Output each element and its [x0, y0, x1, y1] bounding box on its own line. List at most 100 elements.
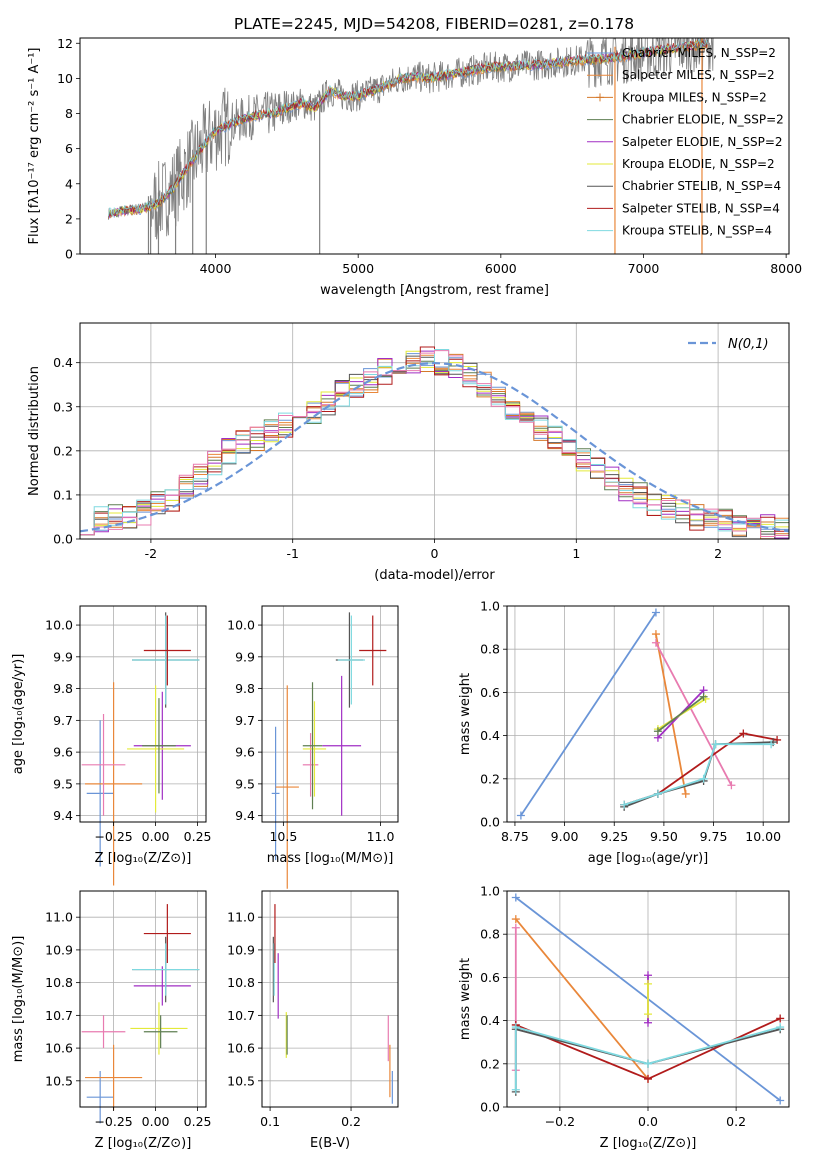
weight-marker [699, 692, 708, 701]
x-axis-label: (data-model)/error [374, 568, 495, 583]
weight-marker [644, 971, 652, 980]
weight-marker [620, 800, 629, 809]
x-tick-label: 1 [572, 546, 580, 561]
y-tick-label: 9.6 [53, 745, 73, 760]
y-tick-label: 9.8 [235, 681, 255, 696]
x-axis-label: Z [log₁₀(Z/Z⊙)] [95, 1136, 192, 1151]
weight-marker [651, 638, 660, 647]
ticks: −0.25 0.00 0.25 9.4 9.5 9.6 9.7 9.8 9.9 10.0 [45, 618, 211, 844]
weight-marker [651, 608, 660, 617]
plot-area [516, 608, 782, 820]
plot-area [272, 904, 393, 1104]
weight-marker [727, 781, 736, 790]
legend-label: Kroupa STELIB, N_SSP=4 [622, 224, 772, 238]
weight-marker [644, 1010, 652, 1019]
x-tick-label: 11.0 [367, 829, 395, 844]
axes-frame [79, 322, 790, 540]
y-tick-label: 9.7 [53, 713, 73, 728]
legend-label: Salpeter MILES, N_SSP=2 [622, 68, 775, 82]
axes-frame [79, 37, 790, 255]
x-tick-label: 8000 [770, 261, 802, 276]
weight-marker [699, 774, 708, 783]
panel-residual_hist: -2 -1 0 1 2 0.0 0.1 0.2 0.3 0.4 (data-model)/error… [27, 322, 790, 583]
x-axis-label: E(B-V) [310, 1136, 350, 1151]
x-tick-label: 10.00 [745, 829, 781, 844]
y-axis-label: mass weight [458, 673, 473, 755]
axes-frame [79, 890, 207, 1108]
y-tick-label: 11.0 [45, 910, 73, 925]
weight-marker [776, 1014, 785, 1023]
y-tick-label: 9.4 [235, 808, 255, 823]
y-tick-label: 0.6 [480, 970, 500, 985]
weight-marker [511, 923, 520, 932]
y-tick-label: 10.8 [227, 975, 255, 990]
x-tick-label: 7000 [628, 261, 660, 276]
x-axis-label: age [log₁₀(age/yr)] [588, 851, 709, 866]
y-tick-label: 0.4 [480, 728, 500, 743]
ticks: −0.2 0.0 0.2 0.0 0.2 0.4 0.6 0.8 1.0 [480, 884, 746, 1130]
y-tick-label: 0.0 [480, 815, 500, 830]
legend-marker [596, 93, 604, 102]
y-tick-label: 10.6 [227, 1041, 255, 1056]
x-tick-label: -2 [145, 546, 157, 561]
y-tick-label: 0 [65, 247, 73, 262]
y-axis-label: Flux [fλ10⁻¹⁷ erg cm⁻² s⁻¹ A⁻¹] [27, 48, 42, 245]
legend: N(0,1) [688, 337, 769, 352]
y-tick-label: 10.8 [45, 975, 73, 990]
y-tick-label: 9.8 [53, 681, 73, 696]
x-axis-label: Z [log₁₀(Z/Z⊙)] [600, 1136, 697, 1151]
x-tick-label: −0.2 [545, 1114, 575, 1129]
y-tick-label: 6 [65, 141, 73, 156]
panel-age_vs_mass: 10.5 11.0 9.4 9.5 9.6 9.7 9.8 9.9 10.0 mass [log₁… [227, 605, 399, 889]
y-tick-label: 0.4 [53, 355, 73, 370]
weight-line-salpeter_miles [515, 918, 649, 1080]
weight-marker [511, 1023, 520, 1032]
weight-marker [511, 915, 520, 924]
weight-marker [653, 727, 662, 736]
y-tick-label: 0.2 [480, 1056, 500, 1071]
plot-area [81, 904, 200, 1124]
weight-line-kroupa_stelib [514, 1025, 781, 1090]
y-tick-label: 0.2 [480, 771, 500, 786]
y-tick-label: 10 [57, 71, 73, 86]
x-tick-label: 9.25 [600, 829, 628, 844]
plot-area [271, 612, 387, 889]
legend-label: Chabrier ELODIE, N_SSP=2 [622, 113, 784, 127]
x-tick-label: −0.25 [94, 829, 132, 844]
ticks: -2 -1 0 1 2 0.0 0.1 0.2 0.3 0.4 [53, 355, 722, 561]
y-tick-label: 10.5 [45, 1073, 73, 1088]
panel-weight_vs_age: 8.75 9.00 9.25 9.50 9.75 10.00 0.0 0.2 0.4 0.6 0.8… [458, 599, 790, 866]
gridlines [507, 605, 789, 823]
y-tick-label: 9.7 [235, 713, 255, 728]
y-tick-label: 9.9 [53, 649, 73, 664]
x-axis-label: Z [log₁₀(Z/Z⊙)] [95, 851, 192, 866]
y-tick-label: 0.2 [53, 443, 73, 458]
x-tick-label: 0.00 [142, 1114, 170, 1129]
gridlines [80, 891, 206, 1107]
y-tick-label: 1.0 [480, 599, 500, 614]
residual-histogram-kroupa_stelib [80, 349, 789, 536]
y-tick-label: 9.5 [235, 776, 255, 791]
weight-marker [511, 1085, 520, 1094]
y-tick-label: 9.4 [53, 808, 73, 823]
x-tick-label: −0.25 [94, 1114, 132, 1129]
x-tick-label: -1 [286, 546, 298, 561]
y-tick-label: 10.0 [45, 618, 73, 633]
gridlines [262, 606, 398, 822]
y-tick-label: 0.3 [53, 399, 73, 414]
observed-spectrum [108, 38, 714, 240]
panel-mass_vs_Z: −0.25 0.00 0.25 10.5 10.6 10.7 10.8 10.9 11.0 Z [… [11, 890, 212, 1151]
y-axis-label: mass weight [458, 958, 473, 1040]
legend-label: Salpeter ELODIE, N_SSP=2 [622, 135, 783, 149]
axes-frame [506, 890, 790, 1108]
weight-marker [644, 1059, 652, 1068]
x-tick-label: 0.25 [184, 1114, 212, 1129]
x-tick-label: 10.5 [269, 829, 297, 844]
weight-marker [651, 630, 660, 639]
weight-marker [511, 893, 520, 902]
gaussian-curve [79, 361, 790, 533]
x-tick-label: 6000 [485, 261, 517, 276]
panel-mass_vs_ebv: 0.1 0.2 10.5 10.6 10.7 10.8 10.9 11.0 E(B-V) [227, 890, 399, 1151]
y-axis-label: Normed distribution [27, 366, 42, 496]
x-tick-label: 0.25 [184, 829, 212, 844]
